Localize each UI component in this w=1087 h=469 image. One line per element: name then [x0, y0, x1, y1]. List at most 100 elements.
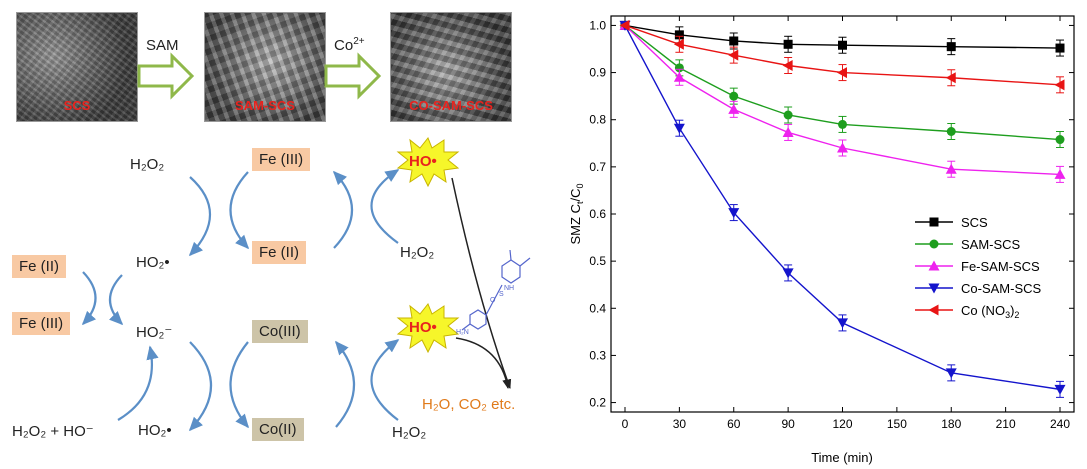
data-point	[728, 103, 740, 114]
green-arrow-1	[137, 52, 195, 100]
y-tick-label: 0.3	[589, 348, 606, 362]
box-fe2-mid: Fe (II)	[252, 241, 306, 264]
products-label: H₂O, CO₂ etc.	[422, 396, 516, 413]
sem-label-sam-scs: SAM-SCS	[235, 98, 295, 113]
series-4	[619, 19, 1065, 94]
species-ho2-radical-1: HO₂•	[136, 254, 170, 271]
x-tick-label: 180	[941, 417, 961, 431]
arrow-label-co: Co2+	[334, 36, 365, 54]
data-point	[674, 63, 684, 73]
x-tick-label: 120	[832, 417, 852, 431]
arrow-ho-to-products-1	[451, 177, 512, 389]
data-point	[729, 36, 739, 46]
ho-radical-top: HO•	[409, 153, 437, 170]
data-point	[945, 72, 956, 84]
svg-text:H₂N: H₂N	[456, 329, 469, 336]
data-point	[928, 283, 940, 294]
y-tick-label: 0.5	[589, 254, 606, 268]
data-point	[782, 126, 794, 137]
y-tick-label: 0.7	[589, 160, 606, 174]
species-h2o2-top: H₂O₂	[130, 156, 165, 173]
data-point	[838, 40, 847, 50]
star-burst-top	[396, 137, 460, 188]
data-point	[945, 368, 957, 379]
series-3	[619, 20, 1066, 398]
arrow-fe2-to-fe3-right	[332, 170, 354, 249]
box-co3: Co(III)	[252, 320, 308, 343]
species-ho2-anion: HO₂⁻	[136, 324, 173, 341]
arrow-ho-to-products-2	[455, 337, 511, 390]
svg-text:NH: NH	[504, 285, 514, 292]
data-point	[838, 119, 847, 129]
mechanism-diagram: H₂N O S NH	[81, 52, 531, 432]
data-point	[1055, 135, 1065, 145]
data-point	[946, 127, 956, 136]
x-tick-label: 150	[887, 417, 907, 431]
data-point	[929, 217, 939, 227]
sem-image-co-sam-scs: CO-SAM-SCS	[390, 12, 512, 122]
sem-image-scs: SCS	[16, 12, 138, 122]
data-point	[1055, 43, 1065, 53]
svg-text:S: S	[499, 291, 504, 298]
sem-label-co-sam-scs: CO-SAM-SCS	[409, 98, 493, 113]
data-point	[783, 39, 793, 49]
box-fe3-left: Fe (III)	[12, 312, 71, 335]
arrow-h2o2-to-ho-top	[370, 169, 400, 244]
y-tick-label: 1.0	[589, 18, 606, 32]
box-fe3-top: Fe (III)	[252, 148, 311, 171]
y-tick-label: 0.6	[589, 207, 606, 221]
x-tick-label: 30	[673, 417, 687, 431]
data-point	[837, 142, 848, 153]
species-h2o2-plus-ho: H₂O₂ + HO⁻	[12, 423, 94, 440]
series-2	[619, 19, 1066, 183]
box-co2: Co(II)	[252, 418, 304, 441]
x-tick-label: 90	[781, 417, 795, 431]
x-tick-label: 60	[727, 417, 741, 431]
legend-label: SAM-SCS	[961, 237, 1021, 252]
legend-label: Co (NO3)2	[961, 303, 1019, 320]
species-h2o2-right-2: H₂O₂	[392, 424, 427, 441]
data-point	[728, 208, 740, 219]
arrow-fe2-to-fe3-left	[81, 271, 97, 326]
green-arrow-2	[324, 52, 382, 100]
arrow-ho2anion-to-ho2	[188, 341, 212, 432]
data-point	[783, 110, 793, 120]
x-tick-label: 240	[1050, 417, 1070, 431]
data-point	[1054, 79, 1065, 91]
data-point	[837, 318, 848, 329]
data-point	[619, 19, 630, 31]
y-axis-label: SMZ Ct/C0	[568, 184, 585, 245]
data-point	[782, 268, 794, 279]
box-fe2-left: Fe (II)	[12, 255, 66, 278]
x-axis-label: Time (min)	[811, 450, 873, 465]
x-tick-label: 0	[622, 417, 629, 431]
chart-legend: SCS SAM-SCS Fe-SAM-SCS Co-SAM-SCS Co (NO3)2	[915, 215, 1042, 320]
y-tick-label: 0.2	[589, 396, 606, 410]
arrow-h2o2-ho-to-ho2anion	[117, 345, 159, 421]
data-point	[729, 91, 739, 101]
y-tick-label: 0.8	[589, 113, 606, 127]
sem-label-scs: SCS	[63, 98, 91, 113]
data-point	[946, 42, 956, 52]
arrow-label-sam: SAM	[146, 37, 179, 54]
data-point	[674, 30, 684, 40]
data-point	[945, 163, 957, 174]
species-h2o2-right-1: H₂O₂	[400, 244, 435, 261]
arrow-ho2-to-ho2anion	[108, 274, 124, 326]
data-point	[837, 67, 847, 79]
data-point	[673, 38, 684, 50]
legend-label: Co-SAM-SCS	[961, 281, 1042, 296]
data-point	[929, 239, 939, 249]
sulfamethazine-molecule	[461, 249, 531, 331]
star-burst-bottom	[396, 303, 460, 354]
data-point	[673, 123, 685, 134]
series-0	[620, 20, 1065, 57]
sem-image-sam-scs: SAM-SCS	[204, 12, 326, 122]
y-tick-label: 0.9	[589, 66, 606, 80]
species-ho2-radical-2: HO₂•	[138, 422, 172, 439]
data-point	[1054, 168, 1066, 179]
arrow-h2o2-to-ho-bottom	[370, 339, 400, 421]
arrow-h2o2-to-ho2	[188, 176, 211, 257]
degradation-chart: 0 30 60 90 120 150 180 210 240 0.2 0.3 0.4 0.5 0.6 0.7…	[568, 15, 1075, 465]
data-point	[673, 71, 685, 82]
